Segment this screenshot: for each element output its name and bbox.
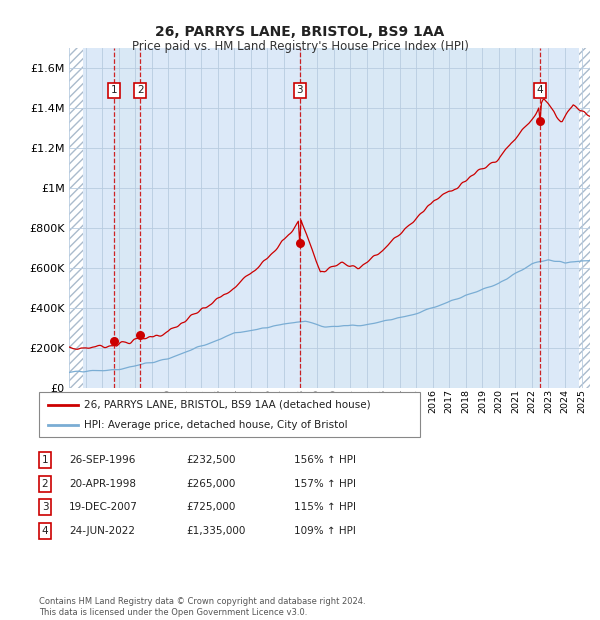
- Text: 3: 3: [41, 502, 49, 512]
- Text: 24-JUN-2022: 24-JUN-2022: [69, 526, 135, 536]
- Text: 1: 1: [41, 455, 49, 465]
- Bar: [300, 48, 540, 388]
- Bar: [114, 48, 140, 388]
- Text: 157% ↑ HPI: 157% ↑ HPI: [294, 479, 356, 489]
- Text: Contains HM Land Registry data © Crown copyright and database right 2024.
This d: Contains HM Land Registry data © Crown c…: [39, 598, 365, 617]
- Text: 20-APR-1998: 20-APR-1998: [69, 479, 136, 489]
- Text: 26, PARRYS LANE, BRISTOL, BS9 1AA (detached house): 26, PARRYS LANE, BRISTOL, BS9 1AA (detac…: [84, 400, 371, 410]
- Text: £265,000: £265,000: [186, 479, 235, 489]
- Text: 4: 4: [41, 526, 49, 536]
- Text: 26-SEP-1996: 26-SEP-1996: [69, 455, 136, 465]
- Text: 2: 2: [41, 479, 49, 489]
- Text: 4: 4: [536, 85, 543, 95]
- Text: 115% ↑ HPI: 115% ↑ HPI: [294, 502, 356, 512]
- Text: 19-DEC-2007: 19-DEC-2007: [69, 502, 138, 512]
- Text: 1: 1: [111, 85, 118, 95]
- Text: £725,000: £725,000: [186, 502, 235, 512]
- Text: HPI: Average price, detached house, City of Bristol: HPI: Average price, detached house, City…: [84, 420, 347, 430]
- Text: 109% ↑ HPI: 109% ↑ HPI: [294, 526, 356, 536]
- Bar: [579, 48, 590, 388]
- Bar: [69, 48, 83, 388]
- Text: 2: 2: [137, 85, 143, 95]
- Text: Price paid vs. HM Land Registry's House Price Index (HPI): Price paid vs. HM Land Registry's House …: [131, 40, 469, 53]
- Text: 156% ↑ HPI: 156% ↑ HPI: [294, 455, 356, 465]
- Text: 3: 3: [296, 85, 303, 95]
- Text: £1,335,000: £1,335,000: [186, 526, 245, 536]
- Text: £232,500: £232,500: [186, 455, 235, 465]
- Text: 26, PARRYS LANE, BRISTOL, BS9 1AA: 26, PARRYS LANE, BRISTOL, BS9 1AA: [155, 25, 445, 39]
